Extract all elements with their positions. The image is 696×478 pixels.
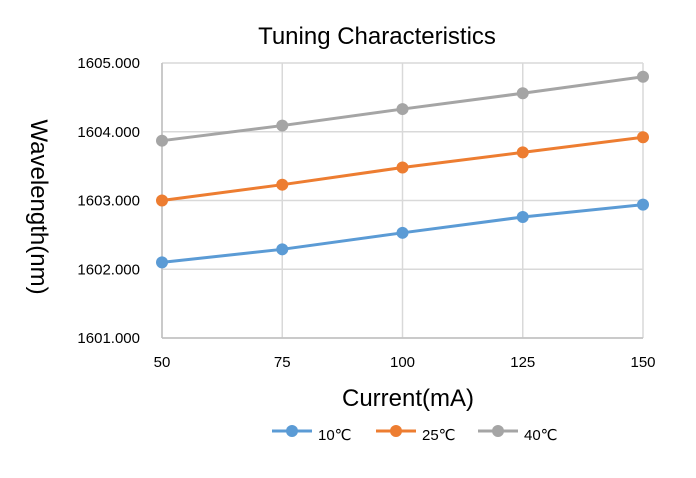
y-tick-label: 1603.000	[77, 193, 140, 210]
data-point	[396, 103, 409, 116]
y-axis-ticks: 1601.000 1602.000 1603.000 1604.000 1605.000	[77, 55, 140, 347]
legend-item: 40℃	[478, 425, 558, 444]
y-tick-label: 1604.000	[77, 124, 140, 141]
x-tick-label: 125	[510, 354, 535, 371]
data-point	[276, 119, 289, 132]
x-tick-label: 75	[274, 354, 291, 371]
y-tick-label: 1601.000	[77, 330, 140, 347]
legend-label: 25℃	[422, 427, 456, 444]
legend: 10℃ 25℃ 40℃	[272, 425, 558, 444]
data-point	[396, 226, 409, 239]
series-group	[156, 70, 649, 269]
x-axis-ticks: 50 75 100 125 150	[154, 354, 656, 371]
x-tick-label: 50	[154, 354, 171, 371]
legend-label: 10℃	[318, 427, 352, 444]
data-point	[156, 134, 168, 147]
data-point	[516, 211, 529, 223]
legend-marker	[286, 425, 298, 437]
legend-item: 10℃	[272, 425, 352, 444]
series-10C	[156, 198, 649, 269]
chart-title: Tuning Characteristics	[258, 23, 496, 50]
series-25C	[156, 131, 649, 207]
data-point	[156, 256, 168, 269]
data-point	[516, 146, 529, 159]
data-point	[276, 243, 289, 256]
data-point	[637, 131, 649, 144]
legend-item: 25℃	[376, 425, 456, 444]
data-point	[637, 198, 649, 211]
x-tick-label: 150	[630, 354, 655, 371]
x-axis-title: Current(mA)	[342, 385, 474, 412]
data-point	[276, 178, 289, 191]
data-point	[516, 87, 529, 100]
legend-marker	[492, 425, 504, 437]
legend-marker	[390, 425, 402, 437]
y-tick-label: 1602.000	[77, 261, 140, 278]
x-tick-label: 100	[390, 354, 415, 371]
y-tick-label: 1605.000	[77, 55, 140, 72]
y-axis-title: Wavelength(nm)	[25, 119, 52, 294]
data-point	[637, 70, 649, 83]
legend-label: 40℃	[524, 427, 558, 444]
series-40C	[156, 70, 649, 147]
data-point	[396, 161, 409, 174]
data-point	[156, 194, 168, 207]
